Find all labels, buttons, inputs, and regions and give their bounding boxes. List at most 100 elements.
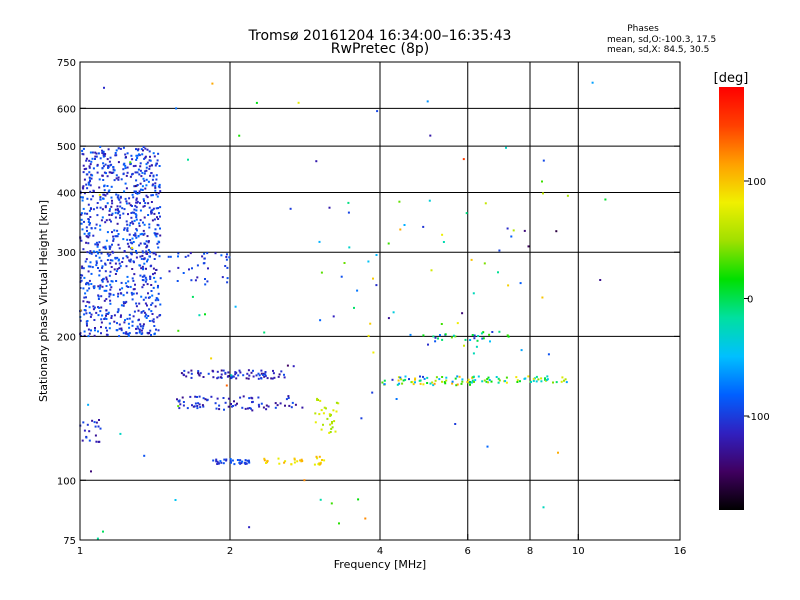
data-point xyxy=(194,279,197,282)
data-point xyxy=(87,335,90,338)
data-point xyxy=(357,498,360,501)
data-point xyxy=(99,198,102,201)
data-point xyxy=(560,380,563,383)
data-point xyxy=(79,274,82,276)
data-point xyxy=(90,313,93,316)
data-point xyxy=(87,328,90,331)
data-point xyxy=(283,461,286,464)
data-point xyxy=(122,173,125,176)
data-point xyxy=(119,315,122,318)
data-point xyxy=(411,380,414,383)
data-point xyxy=(139,242,142,245)
data-point xyxy=(97,285,100,288)
data-point xyxy=(118,262,121,265)
data-point xyxy=(194,395,197,398)
data-point xyxy=(265,404,268,407)
data-point xyxy=(110,266,113,268)
data-point xyxy=(108,295,111,298)
data-point xyxy=(141,185,144,188)
data-point xyxy=(108,189,111,192)
data-point xyxy=(86,324,88,327)
data-point xyxy=(142,221,144,224)
data-point xyxy=(234,305,237,308)
data-point xyxy=(147,249,150,251)
data-point xyxy=(104,153,107,155)
data-point xyxy=(126,275,129,278)
data-point xyxy=(527,375,530,378)
data-point xyxy=(426,376,429,379)
data-point xyxy=(215,458,218,461)
data-point xyxy=(152,273,154,276)
data-point xyxy=(472,375,475,378)
data-point xyxy=(86,300,89,303)
data-point xyxy=(486,378,489,380)
y-tick-label: 100 xyxy=(57,476,76,487)
data-point xyxy=(487,376,490,379)
data-point xyxy=(566,194,569,197)
data-point xyxy=(225,258,228,261)
data-point xyxy=(218,404,221,407)
data-point xyxy=(146,196,149,199)
data-point xyxy=(104,206,107,209)
data-point xyxy=(296,460,299,463)
data-point xyxy=(88,159,91,162)
data-point xyxy=(264,371,267,373)
data-point xyxy=(109,208,111,211)
data-point xyxy=(319,461,322,464)
data-point xyxy=(286,364,289,367)
data-point xyxy=(148,150,151,153)
data-point xyxy=(89,177,91,180)
data-point xyxy=(187,371,190,374)
data-point xyxy=(131,237,134,240)
data-point xyxy=(158,255,161,258)
data-point xyxy=(190,369,193,372)
data-point xyxy=(150,290,153,292)
data-point xyxy=(87,183,90,186)
data-point xyxy=(87,218,90,220)
data-point xyxy=(109,270,112,273)
data-point xyxy=(152,286,155,289)
data-point xyxy=(87,181,90,184)
data-point xyxy=(456,375,459,378)
data-point xyxy=(239,462,242,465)
data-point xyxy=(126,242,129,245)
data-point xyxy=(497,271,499,274)
data-point xyxy=(123,228,126,231)
data-point xyxy=(102,165,105,168)
data-point xyxy=(93,421,96,424)
data-point xyxy=(109,156,112,159)
data-point xyxy=(101,216,104,219)
data-point xyxy=(145,184,148,187)
data-point xyxy=(97,314,100,317)
data-point xyxy=(198,403,201,406)
data-point xyxy=(248,397,251,400)
data-point xyxy=(332,315,335,318)
data-point xyxy=(135,190,138,193)
data-point xyxy=(148,320,151,322)
data-point xyxy=(111,243,113,246)
data-point xyxy=(157,218,160,220)
data-point xyxy=(129,162,132,165)
data-point xyxy=(137,168,140,171)
data-point xyxy=(143,172,146,175)
data-point xyxy=(83,296,86,299)
data-point xyxy=(506,227,509,230)
data-point xyxy=(151,219,154,222)
data-point xyxy=(159,215,161,218)
data-point xyxy=(142,310,145,313)
data-point xyxy=(564,378,567,381)
data-point xyxy=(153,272,156,275)
data-point xyxy=(123,162,126,165)
data-point xyxy=(419,375,421,378)
data-point xyxy=(117,147,120,150)
data-point xyxy=(467,381,470,384)
data-point xyxy=(132,165,135,168)
y-tick-label: 75 xyxy=(63,536,76,547)
data-point xyxy=(177,252,180,255)
data-point xyxy=(110,317,113,319)
colorbar: [deg] 100 0 -100 xyxy=(714,71,770,510)
data-point xyxy=(444,333,447,336)
data-point xyxy=(461,312,464,315)
data-point xyxy=(126,317,129,320)
data-point xyxy=(111,202,114,205)
